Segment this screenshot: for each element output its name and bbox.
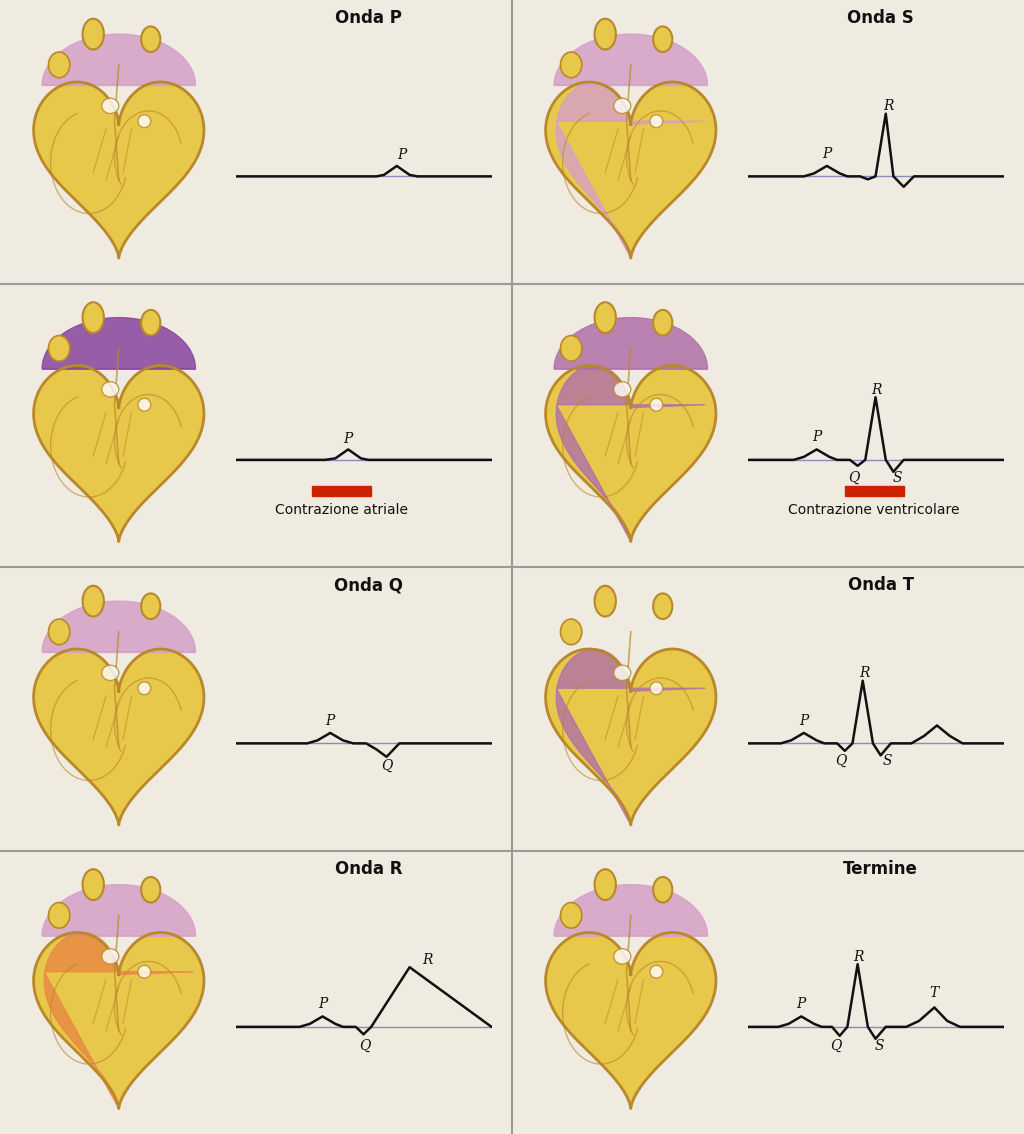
Circle shape [560, 903, 582, 928]
Text: P: P [397, 149, 407, 162]
Ellipse shape [101, 382, 119, 397]
Polygon shape [42, 601, 196, 652]
Text: Contrazione atriale: Contrazione atriale [275, 503, 409, 517]
Ellipse shape [613, 666, 631, 680]
Text: R: R [859, 667, 869, 680]
Ellipse shape [101, 666, 119, 680]
Text: S: S [883, 754, 892, 768]
Ellipse shape [650, 115, 663, 128]
Text: Q: Q [848, 471, 859, 484]
Text: R: R [422, 953, 433, 966]
Text: P: P [812, 431, 821, 445]
Polygon shape [44, 932, 194, 1109]
Ellipse shape [613, 382, 631, 397]
Ellipse shape [101, 99, 119, 113]
Text: R: R [883, 100, 894, 113]
Ellipse shape [595, 303, 615, 333]
Ellipse shape [83, 19, 103, 50]
Text: R: R [871, 383, 882, 397]
Text: Contrazione ventricolare: Contrazione ventricolare [788, 503, 959, 517]
Ellipse shape [138, 965, 151, 979]
Polygon shape [556, 365, 706, 542]
Ellipse shape [653, 26, 673, 52]
Ellipse shape [595, 586, 615, 617]
Polygon shape [546, 649, 716, 826]
Ellipse shape [653, 593, 673, 619]
Circle shape [48, 619, 70, 644]
Ellipse shape [138, 682, 151, 695]
Text: S: S [874, 1039, 884, 1053]
Ellipse shape [595, 870, 615, 900]
Ellipse shape [141, 593, 161, 619]
Text: Q: Q [381, 759, 392, 772]
Ellipse shape [101, 949, 119, 964]
Ellipse shape [141, 26, 161, 52]
Text: P: P [317, 998, 328, 1012]
Polygon shape [554, 34, 708, 85]
Polygon shape [556, 82, 706, 259]
Text: P: P [797, 998, 806, 1012]
Polygon shape [554, 885, 708, 936]
Circle shape [48, 336, 70, 362]
Bar [845, 486, 903, 496]
Text: Q: Q [830, 1039, 842, 1053]
Text: Termine: Termine [843, 860, 919, 878]
Ellipse shape [83, 303, 103, 333]
Polygon shape [546, 932, 716, 1109]
Ellipse shape [83, 870, 103, 900]
Text: Q: Q [836, 754, 847, 768]
Circle shape [48, 52, 70, 77]
Polygon shape [34, 932, 204, 1109]
Polygon shape [34, 82, 204, 259]
Circle shape [48, 903, 70, 928]
Polygon shape [42, 318, 196, 369]
Polygon shape [546, 365, 716, 542]
Text: Onda Q: Onda Q [334, 576, 403, 594]
Circle shape [560, 619, 582, 644]
Ellipse shape [141, 877, 161, 903]
Ellipse shape [138, 115, 151, 128]
Text: P: P [822, 147, 831, 161]
Ellipse shape [653, 310, 673, 336]
Text: P: P [343, 432, 353, 446]
Ellipse shape [138, 398, 151, 412]
Text: R: R [854, 950, 864, 964]
Circle shape [560, 52, 582, 77]
Text: S: S [893, 471, 902, 484]
Polygon shape [34, 649, 204, 826]
Text: Onda R: Onda R [335, 860, 402, 878]
Polygon shape [42, 34, 196, 85]
Polygon shape [34, 365, 204, 542]
Text: Onda S: Onda S [847, 9, 914, 27]
Polygon shape [556, 649, 706, 826]
Polygon shape [42, 885, 196, 936]
Ellipse shape [653, 877, 673, 903]
Text: T: T [930, 985, 939, 999]
Text: Onda P: Onda P [335, 9, 402, 27]
Text: Q: Q [359, 1039, 371, 1053]
Ellipse shape [650, 398, 663, 412]
Circle shape [560, 336, 582, 362]
Ellipse shape [613, 949, 631, 964]
Ellipse shape [141, 310, 161, 336]
Ellipse shape [650, 965, 663, 979]
Ellipse shape [650, 682, 663, 695]
Ellipse shape [595, 19, 615, 50]
Polygon shape [554, 318, 708, 369]
Polygon shape [546, 82, 716, 259]
Ellipse shape [613, 99, 631, 113]
Text: P: P [799, 714, 809, 728]
Text: Onda T: Onda T [848, 576, 913, 594]
Text: P: P [326, 714, 335, 728]
Bar [312, 486, 371, 496]
Ellipse shape [83, 586, 103, 617]
